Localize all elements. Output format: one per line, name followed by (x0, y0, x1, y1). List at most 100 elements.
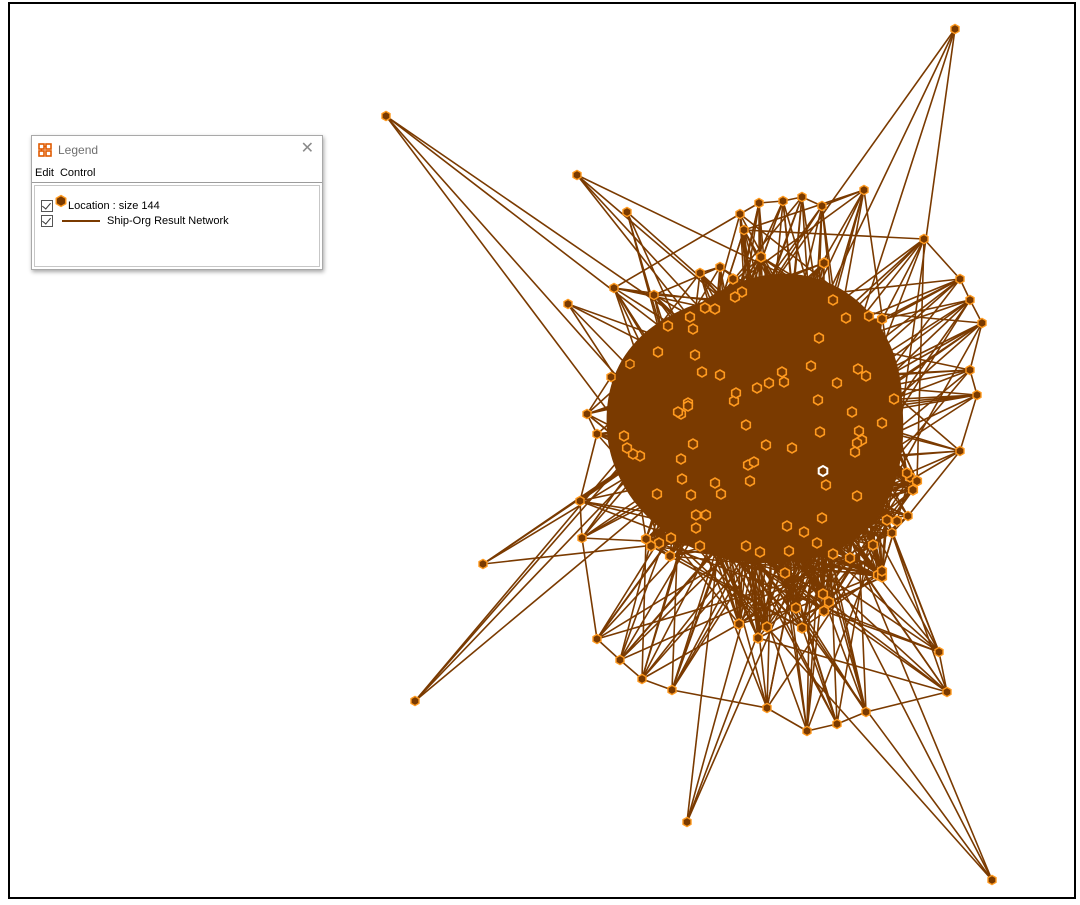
location-node[interactable] (818, 257, 830, 269)
location-node[interactable] (852, 363, 864, 375)
location-node[interactable] (653, 537, 665, 549)
location-node[interactable] (786, 442, 798, 454)
location-node[interactable] (685, 489, 697, 501)
location-node[interactable] (667, 684, 677, 696)
location-node[interactable] (665, 532, 677, 544)
location-node[interactable] (813, 332, 825, 344)
location-node[interactable] (662, 320, 674, 332)
checkbox-checked-icon[interactable] (41, 200, 53, 212)
location-node[interactable] (823, 596, 835, 608)
location-node[interactable] (563, 298, 573, 310)
location-node[interactable] (582, 408, 592, 420)
location-node[interactable] (891, 515, 903, 527)
selected-location-node[interactable] (817, 464, 829, 478)
location-node[interactable] (700, 509, 712, 521)
location-node[interactable] (965, 364, 975, 376)
location-node[interactable] (942, 686, 952, 698)
location-node[interactable] (977, 317, 987, 329)
location-node[interactable] (696, 366, 708, 378)
location-node[interactable] (887, 527, 897, 539)
location-node[interactable] (621, 442, 633, 454)
location-node[interactable] (684, 311, 696, 323)
location-node[interactable] (827, 294, 839, 306)
location-node[interactable] (625, 358, 635, 370)
location-node[interactable] (649, 289, 659, 301)
location-node[interactable] (572, 169, 582, 181)
location-node[interactable] (860, 370, 872, 382)
location-node[interactable] (802, 725, 812, 737)
location-node[interactable] (682, 816, 692, 828)
location-node[interactable] (763, 377, 775, 389)
location-node[interactable] (831, 377, 843, 389)
location-node[interactable] (955, 445, 965, 457)
location-node[interactable] (867, 539, 879, 551)
location-node[interactable] (651, 488, 663, 500)
location-node[interactable] (622, 206, 632, 218)
location-node[interactable] (901, 467, 913, 479)
location-node[interactable] (381, 110, 391, 122)
location-node[interactable] (478, 558, 488, 570)
location-node[interactable] (733, 618, 745, 630)
location-node[interactable] (818, 605, 830, 617)
location-node[interactable] (840, 312, 852, 324)
location-node[interactable] (817, 200, 827, 212)
location-node[interactable] (816, 512, 828, 524)
location-node[interactable] (715, 261, 725, 273)
location-node[interactable] (881, 514, 893, 526)
location-node[interactable] (652, 346, 664, 358)
location-node[interactable] (727, 273, 739, 285)
location-node[interactable] (776, 366, 788, 378)
location-node[interactable] (919, 233, 929, 245)
checkbox-checked-icon[interactable] (41, 215, 53, 227)
location-node[interactable] (748, 456, 760, 468)
location-node[interactable] (814, 426, 826, 438)
location-node[interactable] (790, 602, 802, 614)
location-node[interactable] (752, 632, 764, 644)
location-node[interactable] (911, 475, 923, 487)
location-node[interactable] (778, 376, 790, 388)
location-node[interactable] (762, 702, 772, 714)
location-node[interactable] (682, 400, 694, 412)
network-graph[interactable] (10, 4, 1076, 899)
location-node[interactable] (832, 718, 842, 730)
location-node[interactable] (606, 371, 616, 383)
location-node[interactable] (689, 349, 701, 361)
location-node[interactable] (955, 273, 965, 285)
menu-edit[interactable]: Edit (35, 167, 54, 179)
location-node[interactable] (592, 428, 602, 440)
location-node[interactable] (851, 437, 863, 449)
location-node[interactable] (740, 419, 752, 431)
location-node[interactable] (754, 546, 766, 558)
location-node[interactable] (861, 706, 871, 718)
location-node[interactable] (797, 191, 807, 203)
location-node[interactable] (796, 622, 808, 634)
location-node[interactable] (735, 208, 745, 220)
location-node[interactable] (783, 545, 795, 557)
location-node[interactable] (740, 540, 752, 552)
location-node[interactable] (846, 406, 858, 418)
location-node[interactable] (754, 197, 764, 209)
location-node[interactable] (695, 267, 705, 279)
location-node[interactable] (805, 360, 817, 372)
location-node[interactable] (714, 369, 726, 381)
location-node[interactable] (853, 425, 865, 437)
location-node[interactable] (811, 537, 823, 549)
location-node[interactable] (888, 393, 900, 405)
location-node[interactable] (972, 389, 982, 401)
location-node[interactable] (907, 484, 919, 496)
location-node[interactable] (817, 588, 829, 600)
location-node[interactable] (609, 282, 619, 294)
location-node[interactable] (876, 313, 888, 325)
location-node[interactable] (779, 567, 791, 579)
location-node[interactable] (849, 446, 861, 458)
location-node[interactable] (592, 633, 602, 645)
location-node[interactable] (798, 526, 810, 538)
location-node[interactable] (664, 550, 676, 562)
location-node[interactable] (934, 646, 944, 658)
location-node[interactable] (730, 387, 742, 399)
location-node[interactable] (876, 417, 888, 429)
location-node[interactable] (903, 510, 913, 522)
location-node[interactable] (744, 475, 756, 487)
location-node[interactable] (778, 195, 788, 207)
location-node[interactable] (675, 453, 687, 465)
